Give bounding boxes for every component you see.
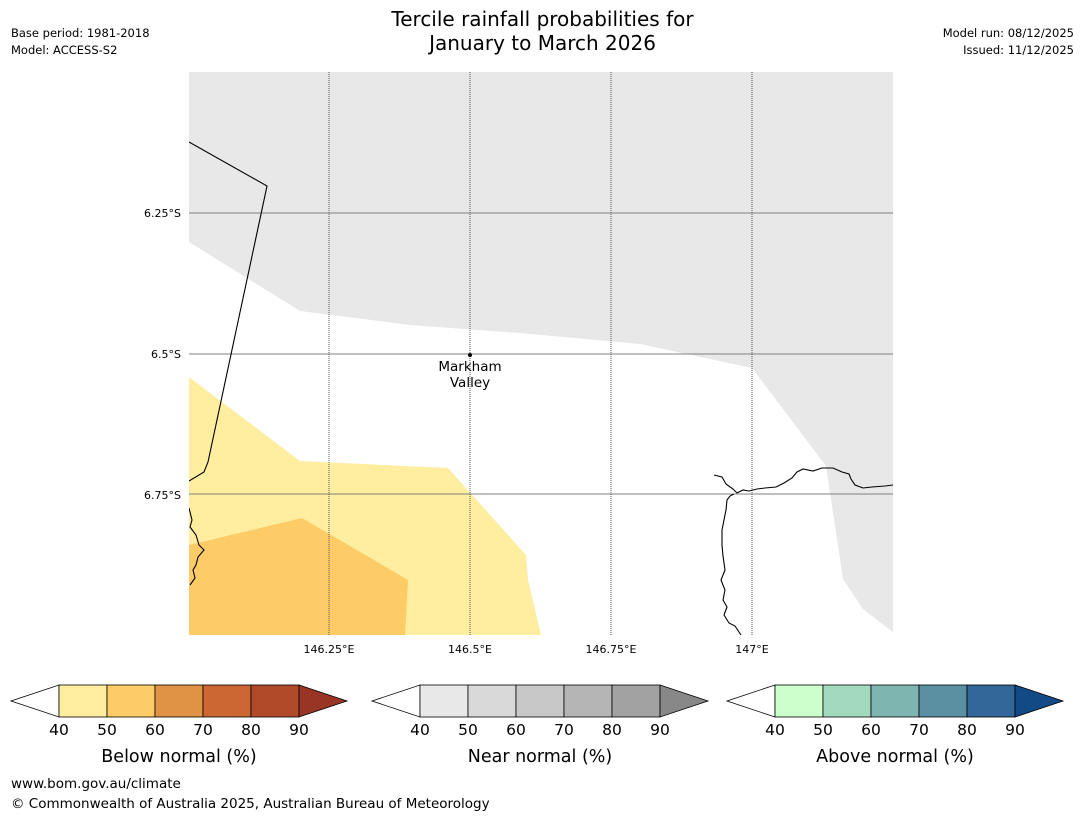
above-swatch-70 xyxy=(918,684,968,718)
below-over-arrow xyxy=(298,684,349,718)
colorbar-near-normal: 40 50 60 70 80 90 Near normal (%) xyxy=(370,684,710,767)
below-normal-label: Below normal (%) xyxy=(101,747,256,767)
above-swatch-40 xyxy=(774,684,824,718)
footer-copyright: © Commonwealth of Australia 2025, Austra… xyxy=(11,796,490,812)
header-meta-right: Model run: 08/12/2025 Issued: 11/12/2025 xyxy=(943,25,1074,59)
near-normal-label: Near normal (%) xyxy=(468,747,613,767)
near-swatch-80 xyxy=(611,684,661,718)
below-tick-50: 50 xyxy=(97,721,117,739)
below-tick-40: 40 xyxy=(49,721,69,739)
above-tick-50: 50 xyxy=(813,721,833,739)
near-under-arrow xyxy=(370,684,421,718)
boundaries xyxy=(189,141,893,635)
above-tick-40: 40 xyxy=(765,721,785,739)
near-swatch-60 xyxy=(515,684,565,718)
below-tick-70: 70 xyxy=(193,721,213,739)
lon-label-147: 147°E xyxy=(735,643,768,656)
map-title: Tercile rainfall probabilities for Janua… xyxy=(0,7,1085,55)
longitude-labels: 146.25°E 146.5°E 146.75°E 147°E xyxy=(304,643,769,656)
near-tick-60: 60 xyxy=(506,721,526,739)
above-swatch-60 xyxy=(870,684,920,718)
near-swatch-70 xyxy=(563,684,613,718)
lat-label-6-5: 6.5°S xyxy=(151,348,181,361)
coastline-west xyxy=(189,507,205,586)
below-tick-90: 90 xyxy=(289,721,309,739)
below-swatch-50 xyxy=(106,684,156,718)
above-tick-90: 90 xyxy=(1005,721,1025,739)
latitude-gridlines xyxy=(189,212,893,495)
place-name-line-2: Valley xyxy=(450,375,490,391)
issued-text: Issued: 11/12/2025 xyxy=(963,43,1074,57)
footer-url[interactable]: www.bom.gov.au/climate xyxy=(11,776,181,792)
near-normal-40-region xyxy=(189,72,893,632)
below-tick-80: 80 xyxy=(241,721,261,739)
header-meta-left: Base period: 1981-2018 Model: ACCESS-S2 xyxy=(11,25,150,59)
below-swatch-70 xyxy=(202,684,252,718)
latitude-labels: 6.25°S 6.5°S 6.75°S xyxy=(144,207,181,502)
province-boundary-line xyxy=(189,141,268,482)
above-tick-60: 60 xyxy=(861,721,881,739)
near-tick-40: 40 xyxy=(410,721,430,739)
below-swatch-80 xyxy=(250,684,300,718)
markham-valley-marker xyxy=(468,353,472,357)
model-run-text: Model run: 08/12/2025 xyxy=(942,26,1074,40)
lat-label-6-25: 6.25°S xyxy=(144,207,181,220)
model-text: Model: ACCESS-S2 xyxy=(11,43,118,57)
coastline-east xyxy=(713,467,893,635)
above-under-arrow xyxy=(725,684,776,718)
title-line-1: Tercile rainfall probabilities for xyxy=(391,7,694,31)
below-under-arrow xyxy=(9,684,60,718)
near-swatch-50 xyxy=(467,684,517,718)
below-tick-60: 60 xyxy=(145,721,165,739)
colorbar-below-normal: 40 50 60 70 80 90 Below normal (%) xyxy=(9,684,349,767)
lon-label-146-5: 146.5°E xyxy=(448,643,492,656)
above-over-arrow xyxy=(1014,684,1065,718)
near-tick-80: 80 xyxy=(602,721,622,739)
below-swatch-60 xyxy=(154,684,204,718)
above-swatch-80 xyxy=(966,684,1016,718)
near-tick-70: 70 xyxy=(554,721,574,739)
colorbar-above-normal: 40 50 60 70 80 90 Above normal (%) xyxy=(725,684,1065,767)
above-tick-70: 70 xyxy=(909,721,929,739)
below-swatch-40 xyxy=(58,684,108,718)
title-line-2: January to March 2026 xyxy=(429,31,656,55)
above-swatch-50 xyxy=(822,684,872,718)
near-tick-90: 90 xyxy=(650,721,670,739)
footer: www.bom.gov.au/climate © Commonwealth of… xyxy=(11,774,490,814)
lon-label-146-25: 146.25°E xyxy=(304,643,355,656)
below-normal-50-region xyxy=(189,518,408,635)
above-normal-label: Above normal (%) xyxy=(816,747,974,767)
base-period-text: Base period: 1981-2018 xyxy=(11,26,150,40)
near-over-arrow xyxy=(659,684,710,718)
place-name-line-1: Markham xyxy=(438,359,501,375)
lon-label-146-75: 146.75°E xyxy=(586,643,637,656)
near-tick-50: 50 xyxy=(458,721,478,739)
above-tick-80: 80 xyxy=(957,721,977,739)
lat-label-6-75: 6.75°S xyxy=(144,489,181,502)
near-swatch-40 xyxy=(419,684,469,718)
